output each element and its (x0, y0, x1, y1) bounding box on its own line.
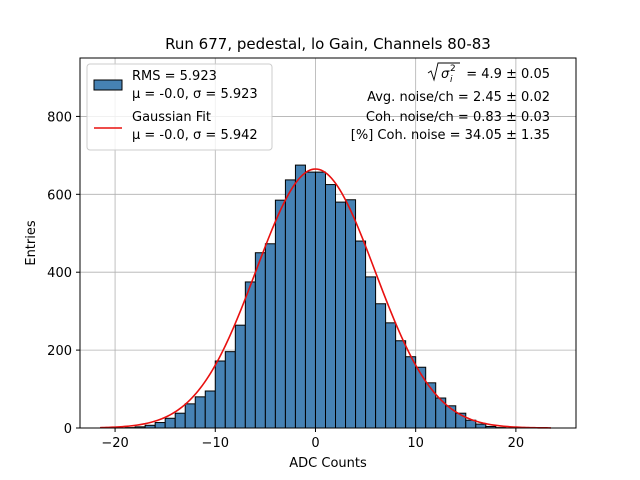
histogram-bar (395, 340, 407, 429)
histogram-bar (274, 199, 286, 429)
histogram-bar (304, 171, 316, 429)
histogram-bar (204, 390, 216, 429)
x-tick-label: 20 (508, 436, 525, 451)
chart-title: Run 677, pedestal, lo Gain, Channels 80-… (165, 35, 491, 53)
legend-box (86, 63, 273, 151)
histogram-bar (425, 382, 437, 429)
y-tick-label: 0 (64, 422, 72, 437)
histogram-bar (405, 356, 417, 429)
legend-histogram-label: RMS = 5.923 (132, 69, 217, 84)
x-tick-label: −20 (101, 436, 128, 451)
gaussian-fit-line (100, 168, 551, 429)
histogram-bar (375, 303, 387, 429)
histogram-bar (284, 179, 296, 429)
x-tick-label: −10 (202, 436, 229, 451)
histogram-bar (224, 351, 236, 429)
y-tick-label: 400 (47, 266, 72, 281)
histogram-bar (214, 360, 226, 429)
x-tick-label: 10 (407, 436, 424, 451)
legend: RMS = 5.923 μ = -0.0, σ = 5.923 Gaussian… (86, 63, 273, 151)
histogram-bar (314, 171, 326, 429)
annotation-avg-noise: Avg. noise/ch = 2.45 ± 0.02 (367, 90, 550, 105)
annotation-coh-noise-percent: [%] Coh. noise = 34.05 ± 1.35 (351, 128, 550, 143)
histogram-bar (335, 201, 347, 429)
histogram-bars (124, 164, 507, 429)
sqrt-sigma-symbol: σ (441, 67, 450, 82)
legend-histogram-swatch (93, 79, 123, 91)
histogram-bar (154, 422, 166, 429)
histogram-bar (355, 240, 367, 429)
histogram-bar (294, 164, 306, 429)
histogram-bar (174, 412, 186, 429)
sqrt-sigma-superscript: 2 (450, 64, 456, 74)
y-tick-label: 800 (47, 110, 72, 125)
plot-area-frame (79, 57, 577, 429)
histogram-bar (264, 243, 276, 429)
histogram-bar (194, 396, 206, 429)
annotation-coh-noise: Coh. noise/ch = 0.83 ± 0.03 (366, 110, 550, 125)
y-axis-label: Entries (24, 220, 39, 266)
y-axis-ticks: 0 200 400 600 800 (47, 110, 80, 437)
legend-histogram-stats: μ = -0.0, σ = 5.923 (132, 87, 258, 102)
histogram-bar (365, 276, 377, 429)
histogram-bar (475, 423, 487, 429)
histogram-bar (234, 324, 246, 429)
legend-fit-stats: μ = -0.0, σ = 5.942 (132, 128, 258, 143)
sqrt-sigma-value: = 4.9 ± 0.05 (462, 67, 550, 82)
noise-annotations: σ i 2 = 4.9 ± 0.05 Avg. noise/ch = 2.45 … (351, 62, 550, 143)
sqrt-sigma-subscript: i (450, 75, 453, 85)
histogram-bar (244, 281, 256, 429)
y-tick-label: 600 (47, 188, 72, 203)
legend-fit-label: Gaussian Fit (132, 110, 211, 125)
histogram-bar (254, 252, 266, 429)
histogram-bar (385, 322, 397, 429)
x-axis-ticks: −20 −10 0 10 20 (101, 428, 524, 451)
y-tick-label: 200 (47, 344, 72, 359)
x-tick-label: 0 (311, 436, 319, 451)
sqrt-radical-sign (427, 62, 460, 82)
histogram-bar (164, 417, 176, 429)
x-axis-label: ADC Counts (289, 456, 367, 471)
histogram-bar (184, 403, 196, 429)
histogram-bar (345, 199, 357, 429)
annotation-sqrt-sigma: σ i 2 = 4.9 ± 0.05 (427, 62, 550, 85)
histogram-bar (415, 366, 427, 429)
histogram-bar (324, 184, 337, 429)
